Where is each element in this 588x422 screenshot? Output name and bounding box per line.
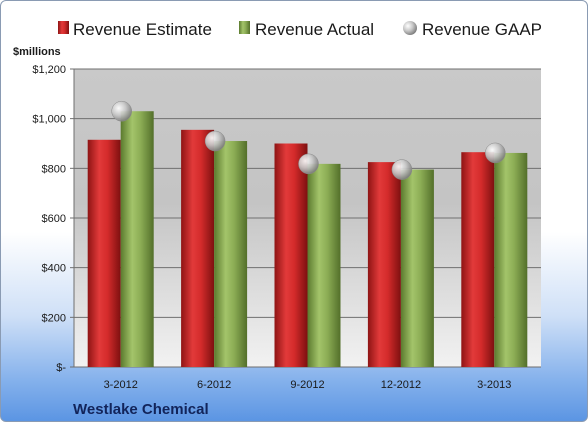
marker-revenue-gaap xyxy=(391,159,413,180)
x-tick-label: 6-2012 xyxy=(197,379,231,391)
x-tick-label: 3-2012 xyxy=(104,379,138,391)
legend-label-actual: Revenue Actual xyxy=(255,20,374,39)
bar-revenue-actual xyxy=(400,169,434,367)
units-label: $millions xyxy=(13,46,61,58)
y-tick-label: $200 xyxy=(42,312,66,324)
bar-revenue-estimate xyxy=(367,162,401,367)
legend-swatch-estimate xyxy=(58,21,69,34)
gaap-markers xyxy=(111,100,506,180)
bar-revenue-actual xyxy=(307,163,341,367)
bar-revenue-actual xyxy=(494,152,528,367)
legend-label-gaap: Revenue GAAP xyxy=(422,20,542,39)
y-tick-label: $1,200 xyxy=(32,64,66,76)
marker-revenue-gaap xyxy=(298,153,319,175)
y-tick-label: $400 xyxy=(42,263,66,275)
bar-revenue-estimate xyxy=(461,152,495,367)
bar-revenue-actual xyxy=(120,111,154,367)
y-axis-ticks: $- $200 $400 $600 $800 $1,000 $1,200 xyxy=(32,64,75,374)
x-tick-label: 3-2013 xyxy=(477,379,511,391)
y-tick-label: $800 xyxy=(42,163,66,175)
x-tick-label: 9-2012 xyxy=(290,379,324,391)
bar-revenue-estimate xyxy=(274,143,308,367)
legend-swatch-actual xyxy=(239,21,250,34)
company-name: Westlake Chemical xyxy=(73,401,209,418)
y-tick-label: $1,000 xyxy=(32,114,66,126)
x-axis-ticks: 3-2012 6-2012 9-2012 12-2012 3-2013 xyxy=(104,379,512,391)
bars xyxy=(87,111,528,367)
legend-label-estimate: Revenue Estimate xyxy=(73,20,212,39)
marker-revenue-gaap xyxy=(485,142,506,164)
y-tick-label: $600 xyxy=(42,213,66,225)
bar-revenue-estimate xyxy=(87,139,121,367)
y-tick-label: $- xyxy=(56,362,66,374)
bar-revenue-actual xyxy=(214,141,248,367)
bar-revenue-estimate xyxy=(181,129,215,367)
legend-swatch-gaap xyxy=(403,21,417,35)
x-tick-label: 12-2012 xyxy=(381,379,421,391)
marker-revenue-gaap xyxy=(111,100,132,122)
marker-revenue-gaap xyxy=(204,130,226,152)
legend: Revenue Estimate Revenue Actual Revenue … xyxy=(58,20,542,39)
